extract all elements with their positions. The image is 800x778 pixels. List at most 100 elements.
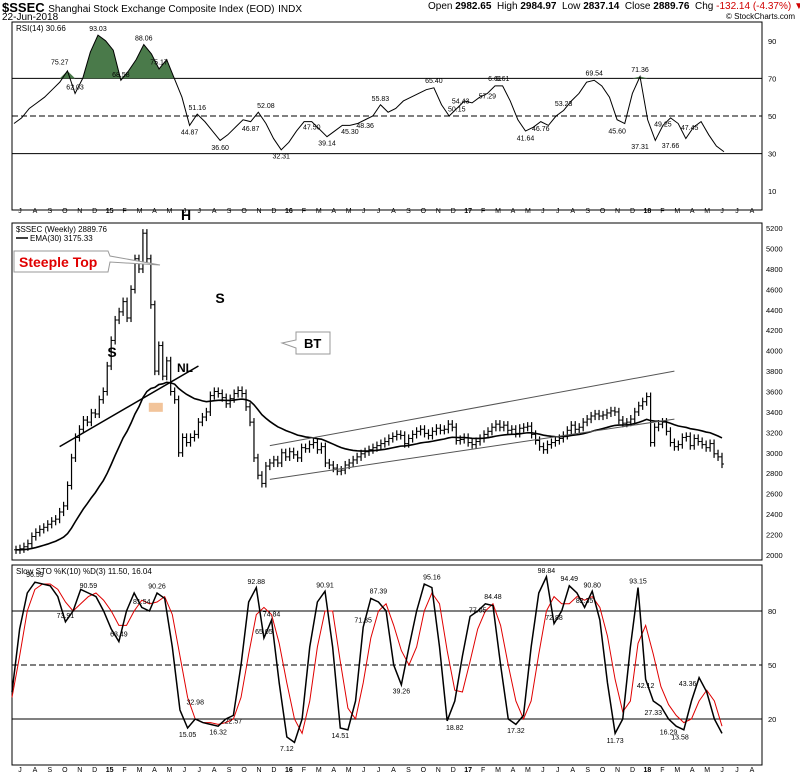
right-shoulder-label: S [215, 290, 224, 306]
month-label-top: M [525, 208, 531, 215]
month-label-top: O [600, 208, 606, 215]
month-label-bottom: D [630, 767, 635, 774]
sto-value-label: 14.51 [332, 733, 350, 740]
sto-value-label: 74.84 [263, 611, 281, 618]
close-value: 2889.76 [653, 1, 690, 12]
month-label-top: A [331, 208, 336, 215]
month-label-top: 16 [285, 208, 293, 215]
month-label-top: S [48, 208, 53, 215]
sto-legend: Slow STO %K(10) %D(3) 11.50, 16.04 [16, 567, 152, 576]
sto-tick-label: 50 [768, 661, 776, 670]
rsi-value-label: 47.45 [681, 125, 699, 132]
rsi-value-label: 62.03 [66, 84, 84, 91]
sto-value-label: 82.35 [576, 598, 594, 605]
month-label-bottom: 17 [464, 767, 472, 774]
rsi-value-label: 75.17 [150, 60, 168, 67]
month-label-bottom: J [362, 767, 366, 774]
sto-value-label: 16.29 [660, 730, 678, 737]
sto-k-line [11, 574, 723, 744]
month-label-top: 17 [464, 208, 472, 215]
steeple-top-box [13, 250, 161, 273]
month-label-top: O [241, 208, 247, 215]
rsi-legend: RSI(14) 30.66 [16, 24, 66, 33]
rsi-value-label: 65.40 [425, 78, 443, 85]
month-label-bottom: 15 [106, 767, 114, 774]
month-label-top: N [256, 208, 261, 215]
month-label-top: N [436, 208, 441, 215]
month-label-bottom: O [241, 767, 247, 774]
month-label-bottom: A [511, 767, 516, 774]
rsi-value-label: 45.30 [341, 129, 359, 136]
month-label-top: J [541, 208, 545, 215]
price-tick-label: 2800 [766, 469, 783, 478]
symbol: $SSEC [2, 0, 45, 15]
month-label-bottom: 18 [644, 767, 652, 774]
rsi-overbought-fill [59, 35, 648, 79]
rsi-value-label: 6.61 [496, 76, 510, 83]
rsi-value-label: 32.31 [272, 153, 290, 160]
price-tick-label: 4600 [766, 285, 783, 294]
rsi-tick-label: 70 [768, 74, 776, 83]
month-label-bottom: D [92, 767, 97, 774]
neckline-trendline [59, 365, 199, 448]
month-label-top: 18 [644, 208, 652, 215]
month-label-bottom: M [166, 767, 172, 774]
rsi-value-label: 48.36 [356, 123, 374, 130]
month-label-bottom: O [421, 767, 427, 774]
price-tick-label: 2200 [766, 530, 783, 539]
price-tick-label: 5200 [766, 224, 783, 233]
high-label: High [496, 1, 518, 12]
sto-value-label: 7.12 [280, 746, 294, 753]
price-panel-frame [11, 222, 763, 561]
month-label-top: M [346, 208, 352, 215]
price-tick-label: 4200 [766, 326, 783, 335]
rsi-value-label: 68.58 [112, 72, 130, 79]
month-label-bottom: A [212, 767, 217, 774]
rsi-value-label: 57.29 [479, 93, 497, 100]
rsi-value-label: 37.31 [631, 144, 649, 151]
month-label-bottom: M [525, 767, 531, 774]
price-tick-label: 4000 [766, 347, 783, 356]
month-label-bottom: M [704, 767, 710, 774]
sto-value-label: 87.39 [370, 589, 388, 596]
month-label-bottom: J [198, 767, 202, 774]
month-label-top: M [704, 208, 710, 215]
month-label-top: D [271, 208, 276, 215]
steeple-top-label: Steeple Top [19, 254, 97, 270]
month-label-top: J [362, 208, 366, 215]
low-value: 2837.14 [583, 1, 620, 12]
sto-value-label: 11.73 [607, 738, 624, 745]
price-tick-label: 3600 [766, 388, 783, 397]
open-value: 2982.65 [455, 1, 492, 12]
rsi-value-label: 44.87 [181, 130, 199, 137]
symbol-title: $SSEC Shanghai Stock Exchange Composite … [2, 0, 302, 15]
price-tick-label: 4400 [766, 306, 783, 315]
month-label-bottom: J [556, 767, 560, 774]
month-label-top: M [316, 208, 322, 215]
sto-value-label: 84.48 [484, 594, 502, 601]
month-label-bottom: A [690, 767, 695, 774]
rsi-value-label: 69.54 [585, 70, 603, 77]
sto-value-label: 77.05 [469, 607, 487, 614]
month-label-top: M [166, 208, 172, 215]
month-label-bottom: M [316, 767, 322, 774]
rsi-value-label: 41.64 [517, 136, 535, 143]
rsi-tick-label: 10 [768, 187, 776, 196]
sto-value-label: 27.33 [645, 710, 663, 717]
month-label-top: M [495, 208, 501, 215]
month-label-bottom: A [391, 767, 396, 774]
close-label: Close [624, 1, 651, 12]
rsi-value-label: 47.50 [303, 125, 321, 132]
month-label-bottom: F [660, 767, 664, 774]
neckline-label: NL [177, 361, 193, 375]
month-label-top: A [570, 208, 575, 215]
sto-value-label: 15.05 [179, 732, 197, 739]
price-tick-label: 3400 [766, 408, 783, 417]
month-label-bottom: F [302, 767, 306, 774]
sto-value-label: 72.88 [545, 615, 563, 622]
month-label-top: J [556, 208, 560, 215]
rsi-value-label: 75.27 [51, 59, 69, 66]
sto-value-label: 42.12 [637, 683, 655, 690]
month-label-bottom: J [183, 767, 187, 774]
rsi-line [13, 34, 725, 153]
